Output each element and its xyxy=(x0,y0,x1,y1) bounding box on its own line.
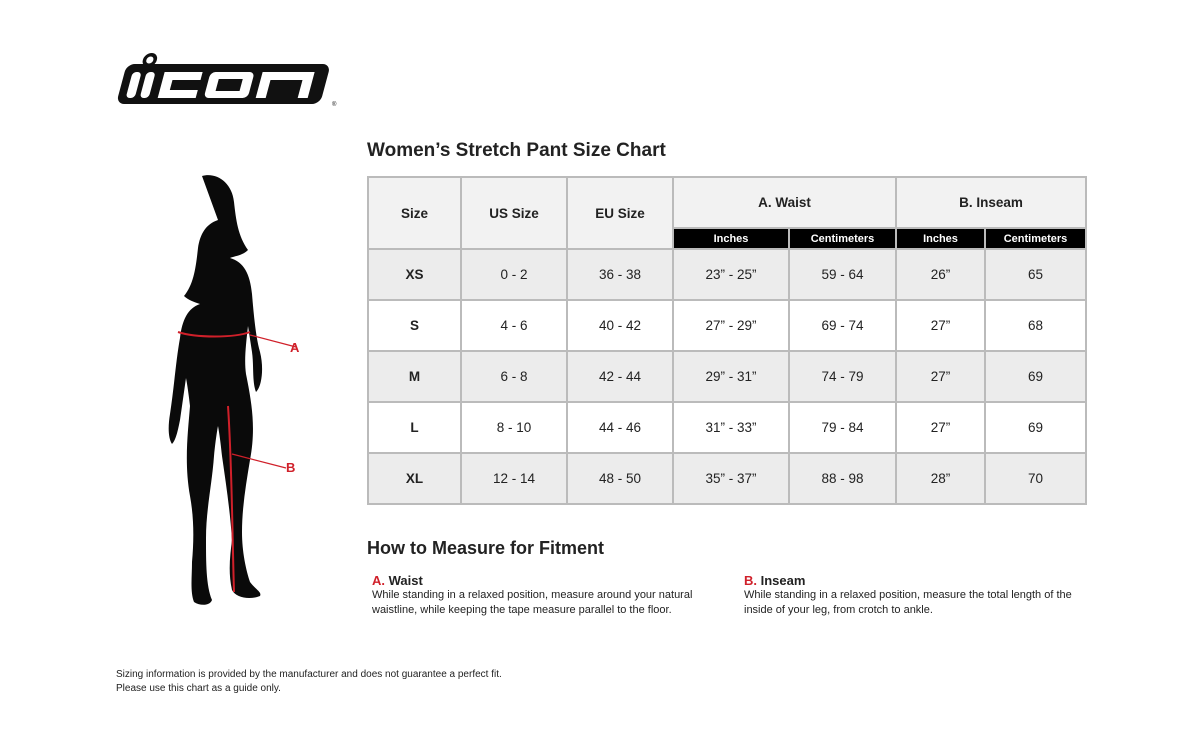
table-cell: XS xyxy=(367,248,462,301)
table-row: XS 0 - 2 36 - 38 23” - 25” 59 - 64 26” 65 xyxy=(367,248,1087,301)
header-eu-size: EU Size xyxy=(566,176,674,250)
waist-instructions: A. Waist While standing in a relaxed pos… xyxy=(372,573,712,618)
table-cell: XL xyxy=(367,452,462,505)
label-b: B xyxy=(286,460,295,475)
table-cell: 4 - 6 xyxy=(460,299,568,352)
waist-letter: A. xyxy=(372,573,385,588)
table-cell: 79 - 84 xyxy=(788,401,897,454)
table-cell: 23” - 25” xyxy=(672,248,790,301)
table-cell: 8 - 10 xyxy=(460,401,568,454)
disclaimer-line: Please use this chart as a guide only. xyxy=(116,683,281,694)
measure-title: How to Measure for Fitment xyxy=(367,538,605,558)
table-cell: 40 - 42 xyxy=(566,299,674,352)
table-cell: 26” xyxy=(895,248,986,301)
disclaimer-line: Sizing information is provided by the ma… xyxy=(116,669,502,680)
inseam-instructions: B. Inseam While standing in a relaxed po… xyxy=(744,573,1084,618)
table-cell: 29” - 31” xyxy=(672,350,790,403)
table-cell: 0 - 2 xyxy=(460,248,568,301)
table-cell: M xyxy=(367,350,462,403)
table-cell: 27” - 29” xyxy=(672,299,790,352)
header-inseam: B. Inseam xyxy=(895,176,1087,229)
table-cell: 68 xyxy=(984,299,1087,352)
table-cell: S xyxy=(367,299,462,352)
header-us-size: US Size xyxy=(460,176,568,250)
subheader-waist-cm: Centimeters xyxy=(788,227,897,250)
table-cell: 88 - 98 xyxy=(788,452,897,505)
subheader-inseam-inches: Inches xyxy=(895,227,986,250)
size-chart-table: Size US Size EU Size A. Waist B. Inseam … xyxy=(367,176,1087,505)
inseam-name: Inseam xyxy=(760,573,806,588)
page-title: Women’s Stretch Pant Size Chart xyxy=(367,140,666,161)
table-cell: 69 xyxy=(984,350,1087,403)
table-cell: 35” - 37” xyxy=(672,452,790,505)
table-cell: 27” xyxy=(895,401,986,454)
woman-silhouette-figure: A B xyxy=(168,175,300,605)
disclaimer: Sizing information is provided by the ma… xyxy=(116,668,502,696)
table-cell: 27” xyxy=(895,299,986,352)
waist-name: Waist xyxy=(388,573,423,588)
icon-logo: ® xyxy=(117,53,337,108)
table-cell: 12 - 14 xyxy=(460,452,568,505)
table-cell: 59 - 64 xyxy=(788,248,897,301)
table-cell: 27” xyxy=(895,350,986,403)
waist-text: While standing in a relaxed position, me… xyxy=(372,589,693,616)
table-row: XL 12 - 14 48 - 50 35” - 37” 88 - 98 28” 70 xyxy=(367,452,1087,505)
subheader-waist-inches: Inches xyxy=(672,227,790,250)
table-cell: 42 - 44 xyxy=(566,350,674,403)
inseam-letter: B. xyxy=(744,573,757,588)
inseam-text: While standing in a relaxed position, me… xyxy=(744,589,1072,616)
table-cell: 48 - 50 xyxy=(566,452,674,505)
table-cell: 69 - 74 xyxy=(788,299,897,352)
table-cell: 28” xyxy=(895,452,986,505)
table-cell: 6 - 8 xyxy=(460,350,568,403)
table-cell: 69 xyxy=(984,401,1087,454)
header-waist: A. Waist xyxy=(672,176,897,229)
header-size: Size xyxy=(367,176,462,250)
table-cell: 65 xyxy=(984,248,1087,301)
svg-text:®: ® xyxy=(332,101,337,108)
table-cell: 44 - 46 xyxy=(566,401,674,454)
table-cell: 70 xyxy=(984,452,1087,505)
label-a: A xyxy=(290,340,300,355)
table-cell: 31” - 33” xyxy=(672,401,790,454)
table-cell: L xyxy=(367,401,462,454)
table-cell: 74 - 79 xyxy=(788,350,897,403)
table-cell: 36 - 38 xyxy=(566,248,674,301)
subheader-inseam-cm: Centimeters xyxy=(984,227,1087,250)
